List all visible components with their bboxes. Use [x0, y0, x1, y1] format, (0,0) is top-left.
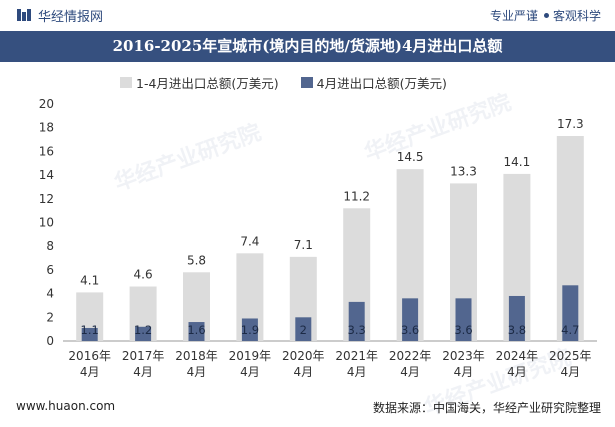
data-label-total: 17.3 [557, 117, 584, 131]
bar-april [81, 327, 98, 341]
y-tick-label: 16 [39, 144, 54, 158]
data-label-april: 3.6 [401, 323, 419, 337]
x-tick-label: 2023年 [442, 349, 485, 363]
bar-april [188, 322, 205, 341]
x-tick-label: 2022年 [389, 349, 432, 363]
x-tick-label: 4月 [80, 365, 100, 379]
x-tick-label: 4月 [560, 365, 580, 379]
data-label-total: 13.3 [450, 164, 477, 178]
data-label-total: 4.1 [80, 273, 99, 287]
data-label-total: 14.5 [397, 150, 424, 164]
data-label-total: 11.2 [343, 189, 370, 203]
chart-legend: 1-4月进出口总额(万美元) 4月进出口总额(万美元) [120, 73, 465, 92]
x-tick-label: 4月 [347, 365, 367, 379]
brand-name: 华经情报网 [38, 10, 104, 25]
x-tick-label: 2021年 [335, 349, 378, 363]
y-tick-label: 8 [46, 239, 54, 253]
legend-label-total: 1-4月进出口总额(万美元) [136, 76, 279, 91]
x-tick-label: 2024年 [496, 349, 539, 363]
data-label-total: 7.4 [240, 234, 259, 248]
x-tick-label: 4月 [187, 365, 207, 379]
top-bar: 华经情报网 专业严谨 客观科学 [0, 0, 615, 31]
tagline: 专业严谨 客观科学 [490, 7, 601, 24]
bar-april [508, 295, 525, 341]
bar-april [562, 285, 579, 341]
bar-april [455, 298, 472, 341]
legend-label-april: 4月进出口总额(万美元) [316, 76, 447, 91]
data-label-april: 1.1 [81, 323, 99, 337]
data-label-total: 7.1 [294, 238, 313, 252]
x-tick-label: 2018年 [175, 349, 218, 363]
bar-april [348, 301, 365, 341]
y-tick-label: 4 [46, 287, 54, 301]
y-tick-label: 10 [39, 216, 54, 230]
data-label-april: 4.7 [561, 323, 579, 337]
x-tick-label: 4月 [293, 365, 313, 379]
legend-swatch-total [120, 77, 132, 88]
bar-april [135, 326, 152, 341]
brand-logo-icon [17, 9, 31, 21]
x-tick-label: 4月 [400, 365, 420, 379]
data-label-april: 3.6 [454, 323, 472, 337]
legend-item-april: 4月进出口总额(万美元) [300, 73, 447, 92]
y-tick-label: 12 [39, 192, 54, 206]
x-tick-label: 2019年 [229, 349, 272, 363]
x-tick-label: 4月 [507, 365, 527, 379]
data-label-april: 3.8 [508, 323, 526, 337]
data-label-april: 1.2 [134, 323, 152, 337]
y-tick-label: 18 [39, 121, 54, 135]
bar-april [241, 318, 258, 341]
data-label-total: 5.8 [187, 253, 206, 267]
x-tick-label: 2017年 [122, 349, 165, 363]
bar-april [402, 298, 419, 341]
y-tick-label: 20 [39, 97, 54, 111]
x-tick-label: 2025年 [549, 349, 592, 363]
legend-item-total: 1-4月进出口总额(万美元) [120, 73, 279, 92]
legend-swatch-april [300, 77, 313, 88]
y-tick-label: 2 [46, 310, 54, 324]
y-tick-label: 0 [46, 334, 54, 348]
x-tick-label: 4月 [454, 365, 474, 379]
data-label-april: 2 [300, 323, 307, 337]
x-tick-label: 2020年 [282, 349, 325, 363]
data-label-april: 3.3 [348, 323, 366, 337]
tagline-right: 客观科学 [552, 9, 601, 23]
y-tick-label: 14 [39, 168, 54, 182]
data-label-total: 14.1 [504, 155, 531, 169]
footer-source: 数据来源：中国海关，华经产业研究院整理 [372, 401, 601, 415]
data-label-april: 1.6 [187, 323, 205, 337]
chart-title: 2016-2025年宣城市(境内目的地/货源地)4月进出口总额 [0, 31, 615, 62]
bar-april [295, 317, 312, 341]
y-tick-label: 6 [46, 263, 54, 277]
x-tick-label: 4月 [240, 365, 260, 379]
data-label-april: 1.9 [241, 323, 259, 337]
separator-dot-icon [543, 13, 549, 18]
x-tick-label: 2016年 [68, 349, 111, 363]
x-tick-label: 4月 [133, 365, 153, 379]
tagline-left: 专业严谨 [489, 9, 538, 23]
data-label-total: 4.6 [134, 267, 153, 281]
footer-website: www.huaon.com [16, 399, 116, 413]
